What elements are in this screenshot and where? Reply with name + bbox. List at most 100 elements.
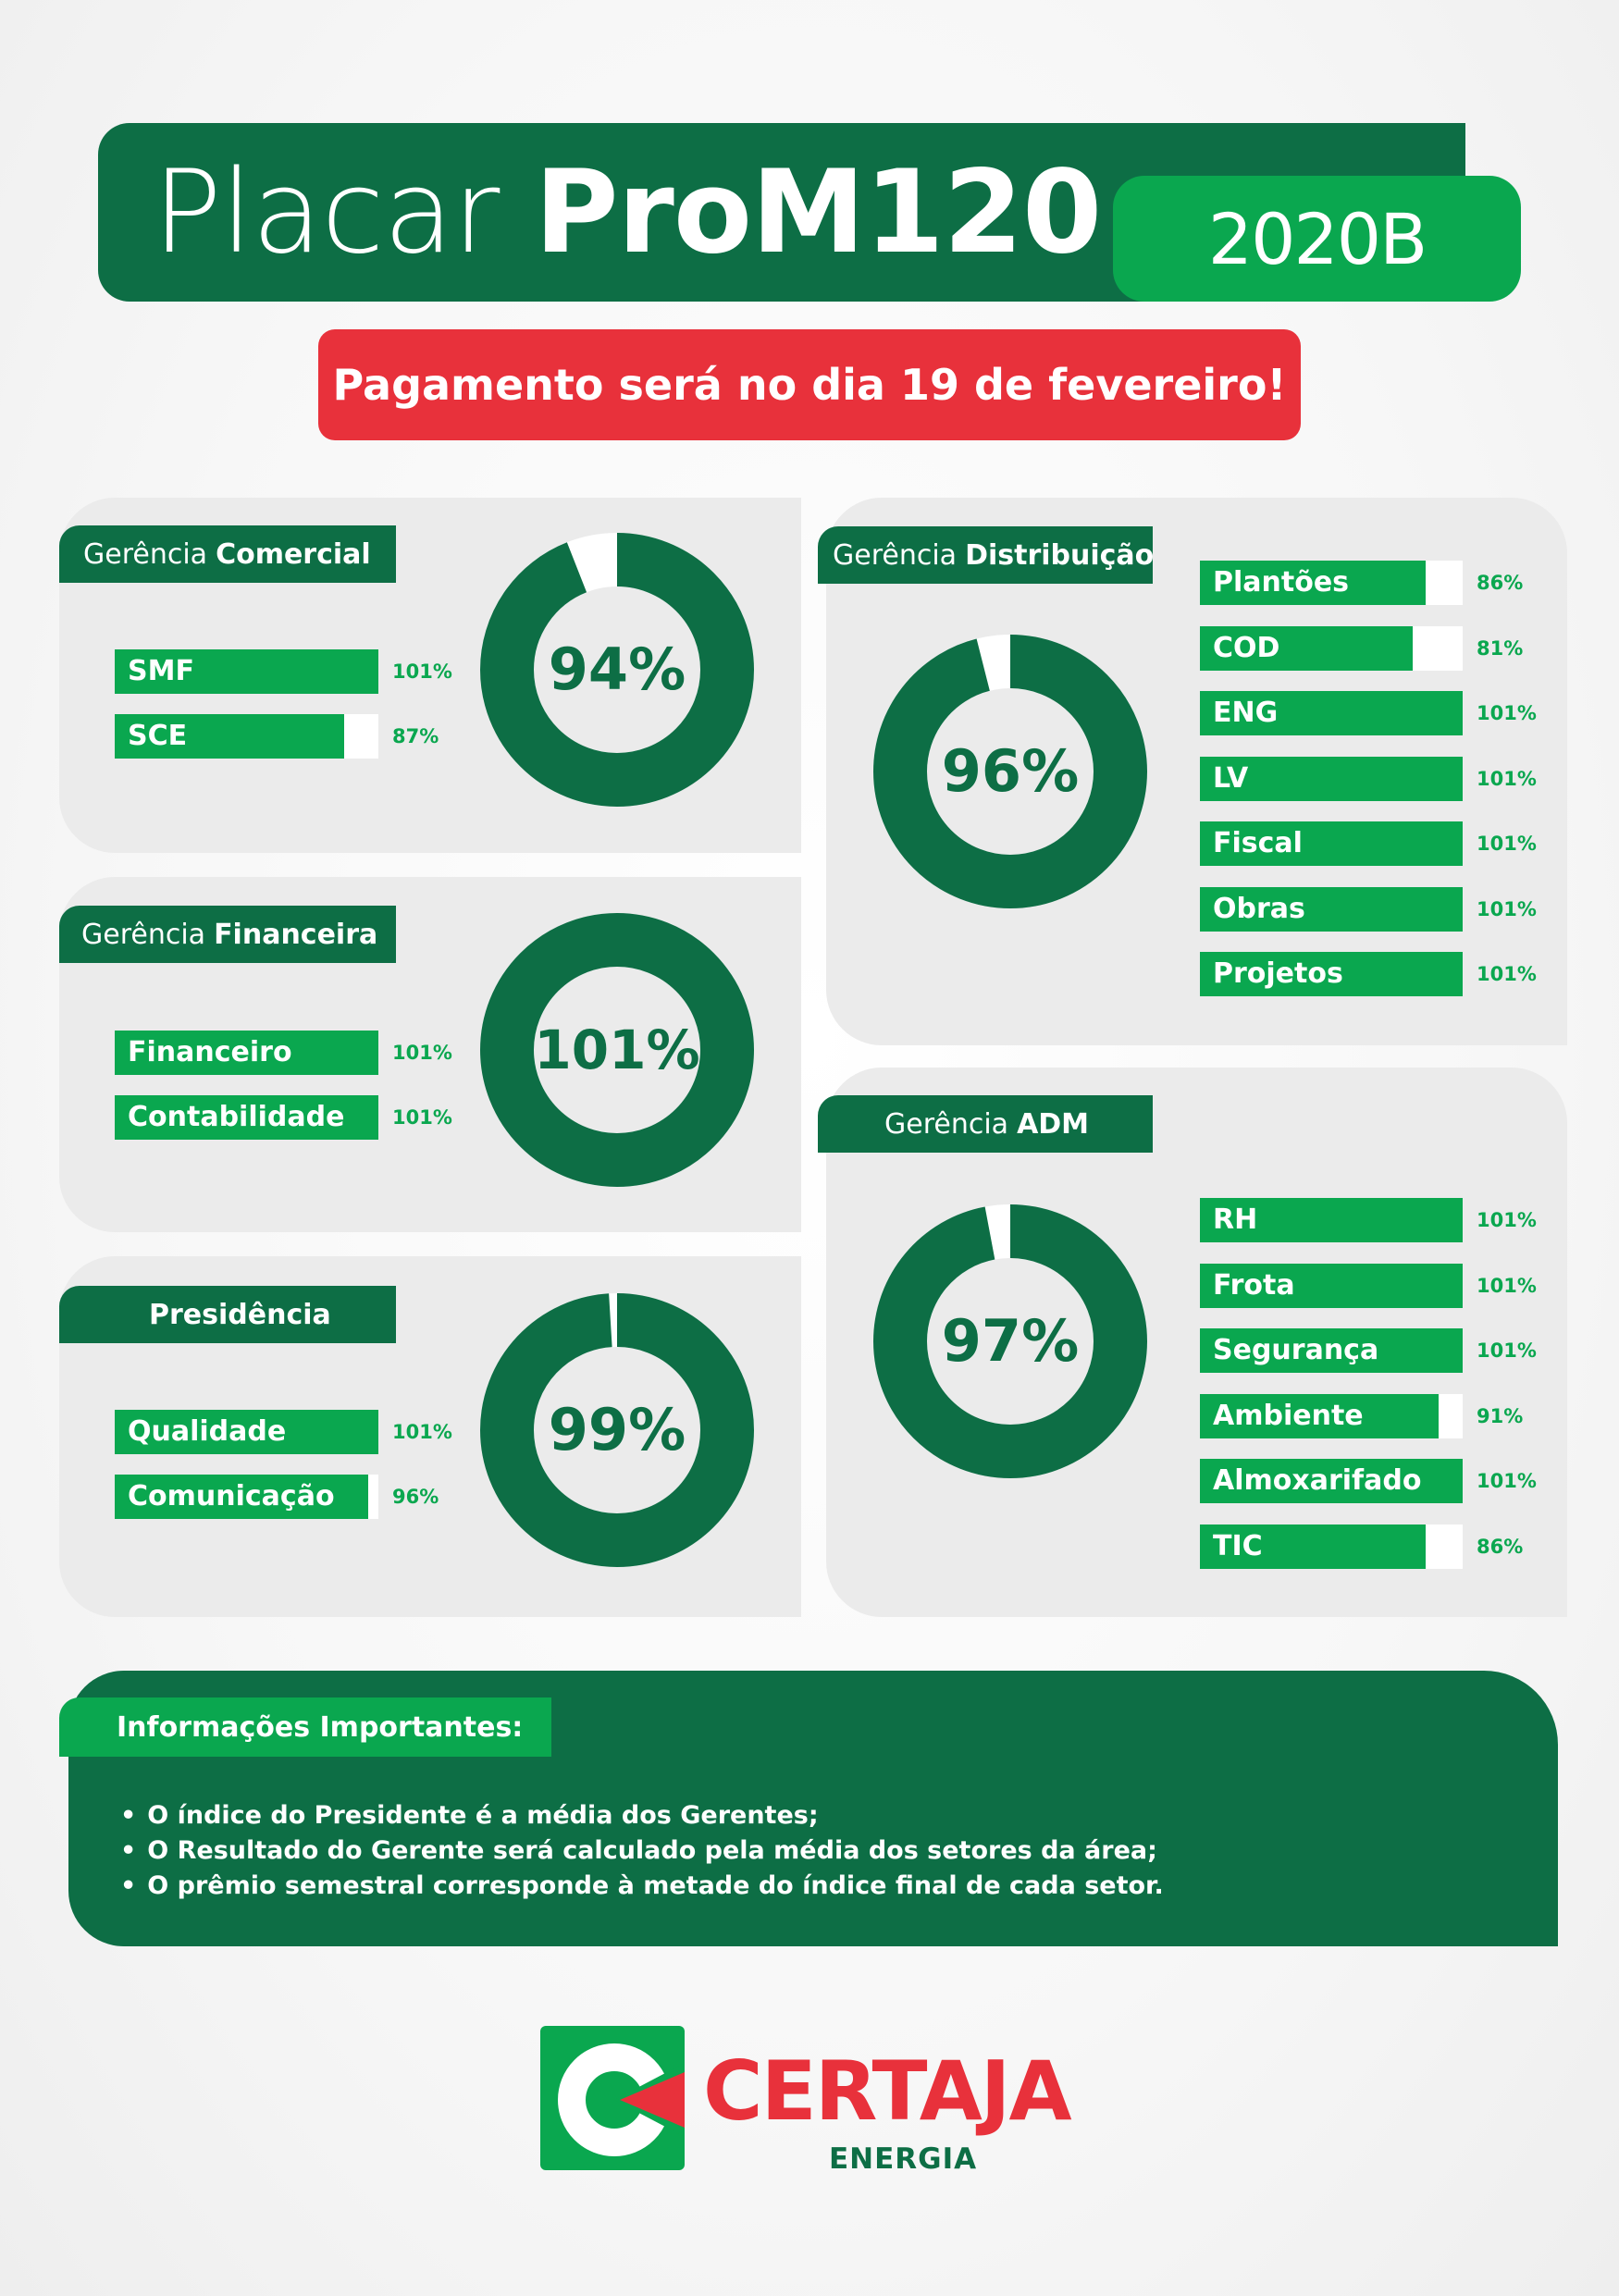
sector-bar-financeira: Contabilidade (115, 1095, 378, 1140)
donut-value-distribuicao: 96% (941, 737, 1080, 805)
donut-chart-comercial (480, 533, 754, 807)
sector-bar-distribuicao: ENG (1200, 691, 1463, 735)
sector-name: LV (1213, 762, 1249, 795)
info-item: O prêmio semestral corresponde à metade … (120, 1869, 1164, 1904)
sector-bar-distribuicao: Fiscal (1200, 821, 1463, 866)
sector-bar-fill (115, 649, 378, 694)
sector-bar-adm: RH (1200, 1198, 1463, 1242)
sector-bar-distribuicao: Projetos (1200, 952, 1463, 996)
donut-ring-comercial (480, 533, 754, 807)
sector-percent: 101% (392, 1042, 452, 1064)
sector-bar-fill (1200, 952, 1463, 996)
sector-bar-fill (115, 1475, 368, 1519)
sector-bar-fill (1200, 887, 1463, 932)
sector-percent: 86% (1477, 572, 1524, 594)
sector-percent: 101% (392, 1421, 452, 1443)
sector-bar-fill (1200, 626, 1413, 671)
sector-percent: 101% (1477, 1209, 1537, 1231)
sector-name: ENG (1213, 697, 1279, 729)
donut-chart-adm (873, 1204, 1147, 1478)
sector-bar-distribuicao: Obras (1200, 887, 1463, 932)
sector-bar-comercial: SMF (115, 649, 378, 694)
sector-bar-fill (1200, 1394, 1439, 1438)
sector-bar-adm: Segurança (1200, 1328, 1463, 1373)
sector-bar-fill (115, 1031, 378, 1075)
sector-name: Qualidade (128, 1415, 287, 1448)
sector-percent: 101% (1477, 833, 1537, 855)
sector-bar-financeira: Financeiro (115, 1031, 378, 1075)
card-label-financeira: Gerência Financeira (59, 906, 396, 963)
card-label-comercial: Gerência Comercial (59, 525, 396, 583)
sector-percent: 101% (392, 1106, 452, 1129)
sector-percent: 101% (1477, 702, 1537, 724)
sector-percent: 96% (392, 1486, 439, 1508)
sector-percent: 101% (1477, 963, 1537, 985)
donut-ring-financeira (480, 913, 754, 1187)
sector-name: Projetos (1213, 957, 1343, 990)
sector-bar-presidencia: Comunicação (115, 1475, 378, 1519)
donut-value-adm: 97% (941, 1307, 1080, 1375)
title-light: Placar (153, 146, 500, 279)
sector-name: Financeiro (128, 1036, 292, 1068)
sector-bar-fill (1200, 1264, 1463, 1308)
sector-bar-distribuicao: Plantões (1200, 561, 1463, 605)
donut-chart-financeira (480, 913, 754, 1187)
sector-bar-fill (115, 1410, 378, 1454)
sector-percent: 101% (1477, 898, 1537, 920)
info-item: O índice do Presidente é a média dos Ger… (120, 1798, 1164, 1833)
sector-name: RH (1213, 1204, 1258, 1236)
sector-percent: 81% (1477, 637, 1524, 660)
sector-bar-adm: TIC (1200, 1524, 1463, 1569)
sector-name: Fiscal (1213, 827, 1303, 859)
card-label-adm: Gerência ADM (818, 1095, 1153, 1153)
sector-name: Comunicação (128, 1480, 335, 1512)
sector-percent: 86% (1477, 1536, 1524, 1558)
sector-name: TIC (1213, 1530, 1263, 1562)
sector-bar-fill (1200, 1524, 1426, 1569)
sector-bar-adm: Ambiente (1200, 1394, 1463, 1438)
donut-ring-distribuicao (873, 635, 1147, 908)
sector-bar-fill (115, 714, 344, 759)
card-label-presidencia: Presidência (59, 1286, 396, 1343)
donut-value-financeira: 101% (534, 1018, 700, 1081)
sector-bar-fill (1200, 757, 1463, 801)
info-title: Informações Importantes: (59, 1697, 551, 1757)
year-badge: 2020B (1113, 176, 1521, 302)
sector-name: Segurança (1213, 1334, 1379, 1366)
sector-bar-distribuicao: COD (1200, 626, 1463, 671)
logo-subtitle: ENERGIA (829, 2142, 978, 2176)
sector-percent: 91% (1477, 1405, 1524, 1427)
payment-banner: Pagamento será no dia 19 de fevereiro! (318, 329, 1301, 440)
sector-bar-distribuicao: LV (1200, 757, 1463, 801)
sector-bar-fill (1200, 1198, 1463, 1242)
sector-bar-fill (1200, 1328, 1463, 1373)
sector-bar-fill (1200, 561, 1426, 605)
sector-name: Almoxarifado (1213, 1464, 1422, 1497)
page-title: Placar ProM120 (153, 146, 1102, 279)
sector-bar-adm: Frota (1200, 1264, 1463, 1308)
card-label-distribuicao: Gerência Distribuição (818, 526, 1154, 584)
sector-percent: 101% (1477, 1339, 1537, 1362)
sector-name: SCE (128, 720, 188, 752)
logo-name: CERTAJA (703, 2043, 1072, 2139)
sector-bar-fill (115, 1095, 378, 1140)
sector-percent: 101% (1477, 1275, 1537, 1297)
sector-bar-fill (1200, 691, 1463, 735)
donut-chart-presidencia (480, 1293, 754, 1567)
info-list: O índice do Presidente é a média dos Ger… (120, 1798, 1164, 1904)
sector-bar-fill (1200, 1459, 1463, 1503)
sector-name: COD (1213, 632, 1280, 664)
logo-c-icon (558, 2043, 685, 2156)
sector-bar-presidencia: Qualidade (115, 1410, 378, 1454)
sector-percent: 87% (392, 725, 439, 747)
donut-chart-distribuicao (873, 635, 1147, 908)
logo-mark (540, 2026, 685, 2170)
sector-bar-comercial: SCE (115, 714, 378, 759)
donut-ring-adm (873, 1204, 1147, 1478)
donut-value-comercial: 94% (548, 636, 686, 703)
sector-name: Contabilidade (128, 1101, 345, 1133)
sector-percent: 101% (1477, 1470, 1537, 1492)
info-item: O Resultado do Gerente será calculado pe… (120, 1833, 1164, 1869)
sector-percent: 101% (392, 660, 452, 683)
title-bold: ProM120 (534, 146, 1102, 279)
